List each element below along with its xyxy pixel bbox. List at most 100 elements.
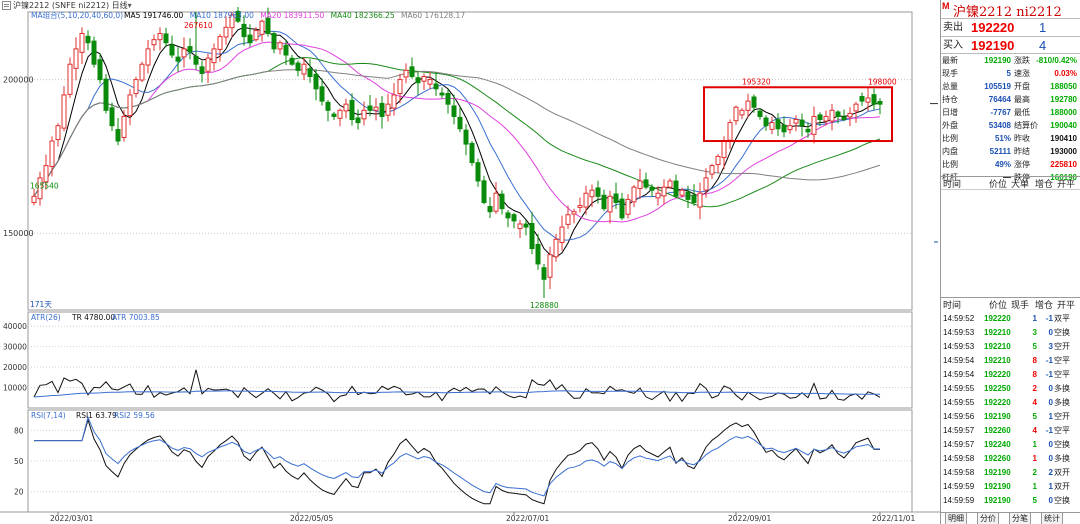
tick-row[interactable]: 14:59:55 192220 4 0 多换 bbox=[941, 396, 1080, 410]
candle-body bbox=[247, 34, 253, 44]
candle-body bbox=[355, 117, 361, 124]
detail-tab[interactable]: 分笔 bbox=[1009, 513, 1031, 524]
candle-body bbox=[133, 79, 139, 95]
ma-legend-title: MA组合(5,10,20,40,60,0) bbox=[31, 10, 123, 20]
stat-row: 比例 49% 涨停 225810 bbox=[941, 158, 1080, 171]
stat-value: 76464 bbox=[988, 95, 1011, 104]
stat-label: 杠杆 bbox=[942, 173, 958, 182]
candle-body bbox=[61, 94, 67, 129]
tick-row[interactable]: 14:59:59 192190 1 1 双开 bbox=[941, 480, 1080, 494]
atr-y-tick: 10000 bbox=[3, 384, 27, 393]
tick-row[interactable]: 14:59:57 192240 1 0 空换 bbox=[941, 438, 1080, 452]
candle-body bbox=[511, 214, 517, 222]
tick-row[interactable]: 14:59:55 192250 2 0 多换 bbox=[941, 382, 1080, 396]
candle-body bbox=[709, 165, 715, 175]
tick-row[interactable]: 14:59:57 192260 4 -1 空平 bbox=[941, 424, 1080, 438]
candle-body bbox=[409, 66, 415, 78]
tick-table[interactable]: 14:59:52 192220 1 -1 双平 14:59:53 192210 3 0 空换 14:… bbox=[941, 312, 1080, 508]
candle-body bbox=[835, 111, 841, 117]
candle-body bbox=[601, 194, 607, 210]
detail-tab[interactable]: 分价 bbox=[977, 513, 999, 524]
candle-body bbox=[181, 48, 187, 58]
atr-y-tick: 30000 bbox=[3, 343, 27, 352]
rsi1-line bbox=[34, 418, 880, 505]
tick-row[interactable]: 14:59:56 192190 5 1 空开 bbox=[941, 410, 1080, 424]
tick-oi-change: 0 bbox=[1048, 496, 1053, 505]
candle-body bbox=[463, 129, 469, 145]
candle-body bbox=[43, 165, 49, 183]
period-selector[interactable]: 日线 bbox=[111, 1, 128, 10]
detail-tab[interactable]: 统计 bbox=[1041, 513, 1063, 524]
big-order-col-header: 增仓 bbox=[1035, 179, 1054, 189]
stat-value: -7767 bbox=[990, 108, 1011, 117]
candle-body bbox=[289, 57, 295, 65]
candle-body bbox=[583, 192, 589, 208]
stat-value: 52111 bbox=[989, 147, 1011, 156]
stat-row: 杠杆 — 跌停 160190 bbox=[941, 171, 1080, 184]
candle-body bbox=[613, 193, 619, 203]
tick-col-header: 增仓 bbox=[1035, 300, 1054, 310]
panel-divider[interactable] bbox=[940, 0, 941, 524]
tick-price: 192190 bbox=[984, 412, 1011, 421]
candle-body bbox=[373, 106, 379, 111]
ask-row[interactable]: 卖出 192220 1 bbox=[941, 18, 1080, 36]
candle-body bbox=[733, 106, 739, 122]
tick-volume: 1 bbox=[1032, 482, 1037, 491]
stat-label: 涨跌 bbox=[1014, 56, 1030, 65]
candle-body bbox=[205, 57, 211, 72]
atr-y-tick: 20000 bbox=[3, 363, 27, 372]
candle-body bbox=[757, 110, 763, 117]
tick-row[interactable]: 14:59:54 192220 8 -1 空平 bbox=[941, 368, 1080, 382]
tick-type: 空开 bbox=[1054, 412, 1070, 421]
tick-row[interactable]: 14:59:53 192210 5 3 空开 bbox=[941, 340, 1080, 354]
detail-tab[interactable]: 明细 bbox=[945, 513, 967, 524]
tick-type: 空换 bbox=[1054, 328, 1070, 337]
tick-row[interactable]: 14:59:52 192220 1 -1 双平 bbox=[941, 312, 1080, 326]
x-tick-label: 2022/03/01 bbox=[50, 514, 93, 523]
bid-row[interactable]: 买入 192190 4 bbox=[941, 36, 1080, 54]
chevron-down-icon[interactable]: ▾ bbox=[127, 1, 132, 10]
tick-row[interactable]: 14:59:59 192190 5 0 空换 bbox=[941, 494, 1080, 508]
candle-body bbox=[127, 94, 133, 117]
stat-label: 内盘 bbox=[942, 147, 958, 156]
candle-body bbox=[439, 92, 445, 96]
stat-row: 最新 192190 涨跌 -810/0.42% bbox=[941, 54, 1080, 67]
candle-body bbox=[73, 48, 79, 69]
tick-row[interactable]: 14:59:53 192210 3 0 空换 bbox=[941, 326, 1080, 340]
candle-body bbox=[703, 177, 709, 191]
stat-value: 5 bbox=[1006, 69, 1011, 78]
candle-body bbox=[673, 180, 679, 197]
candle-body bbox=[349, 99, 355, 121]
tick-time: 14:59:55 bbox=[943, 398, 975, 407]
stat-row: 持仓 76464 最高 192780 bbox=[941, 93, 1080, 106]
tick-type: 双平 bbox=[1054, 314, 1070, 323]
candle-body bbox=[361, 109, 367, 120]
rsi-y-tick: 50 bbox=[14, 457, 24, 466]
candle-body bbox=[307, 68, 313, 78]
tick-table-header: 时间 价位 现手 增仓 开平 bbox=[941, 297, 1080, 312]
menu-icon[interactable] bbox=[2, 1, 11, 10]
candle-body bbox=[175, 56, 181, 62]
candle-body bbox=[295, 62, 301, 71]
candle-body bbox=[79, 33, 85, 53]
candle-body bbox=[619, 198, 625, 219]
stat-value: 188050 bbox=[1050, 82, 1077, 91]
tick-row[interactable]: 14:59:54 192210 8 -1 空平 bbox=[941, 354, 1080, 368]
candle-body bbox=[397, 79, 403, 95]
candle-body bbox=[829, 109, 835, 122]
candle-body bbox=[151, 39, 157, 46]
kline-chart-area[interactable]: 200000 150000 MA组合(5,10,20,40,60,0) MA5 191… bbox=[0, 0, 940, 524]
tick-type: 空平 bbox=[1054, 370, 1070, 379]
stat-label: 外盘 bbox=[942, 121, 958, 130]
y-tick-label: 150000 bbox=[3, 229, 34, 238]
tick-col-header: 价位 bbox=[989, 300, 1008, 310]
stat-label: 昨结 bbox=[1014, 147, 1030, 156]
tick-row[interactable]: 14:59:58 192260 1 0 多换 bbox=[941, 452, 1080, 466]
tick-volume: 5 bbox=[1032, 496, 1037, 505]
tick-row[interactable]: 14:59:58 192190 2 2 双开 bbox=[941, 466, 1080, 480]
rsi2-line bbox=[34, 415, 880, 497]
ma-legend-item: MA40 182366.25 bbox=[331, 11, 395, 20]
tick-col-header: 开平 bbox=[1057, 300, 1076, 310]
rsi2-value: RSI2 59.56 bbox=[114, 411, 155, 420]
ma-line-ma5 bbox=[33, 26, 881, 258]
